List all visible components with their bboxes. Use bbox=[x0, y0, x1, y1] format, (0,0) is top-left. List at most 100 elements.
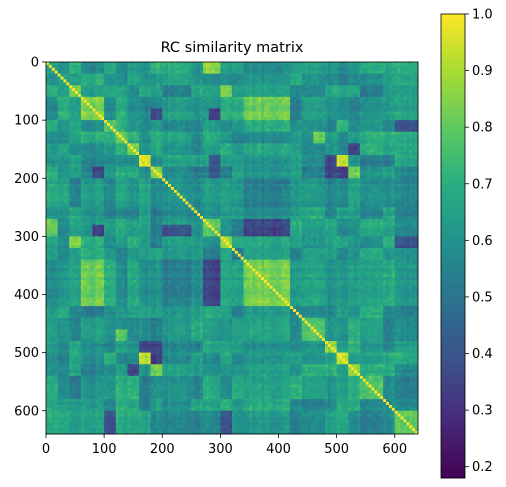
heatmap-cell bbox=[185, 166, 189, 170]
heatmap-cell bbox=[237, 64, 242, 69]
heatmap-cell bbox=[83, 146, 88, 150]
heatmap-cell bbox=[48, 114, 53, 118]
heatmap-cell bbox=[66, 76, 70, 80]
heatmap-cell bbox=[266, 114, 271, 118]
heatmap-cell bbox=[339, 79, 343, 83]
heatmap-cell bbox=[205, 160, 210, 165]
heatmap-cell bbox=[92, 111, 96, 115]
heatmap-cell bbox=[185, 82, 189, 86]
heatmap-cell bbox=[397, 137, 401, 141]
heatmap-cell bbox=[109, 143, 114, 147]
heatmap-cell bbox=[214, 128, 218, 133]
heatmap-cell bbox=[77, 73, 82, 77]
heatmap-cell bbox=[217, 166, 221, 170]
heatmap-cell bbox=[202, 160, 207, 165]
heatmap-cell bbox=[229, 152, 233, 156]
heatmap-cell bbox=[261, 73, 265, 77]
heatmap-cell bbox=[272, 82, 276, 86]
heatmap-cell bbox=[278, 140, 282, 144]
heatmap-cell bbox=[266, 125, 271, 130]
heatmap-cell bbox=[301, 134, 306, 138]
heatmap-cell bbox=[412, 79, 416, 83]
heatmap-cell bbox=[107, 99, 111, 104]
heatmap-cell bbox=[92, 146, 96, 150]
heatmap-cell bbox=[269, 117, 274, 121]
heatmap-cell bbox=[234, 108, 239, 112]
heatmap-cell bbox=[295, 76, 300, 80]
heatmap-cell bbox=[182, 166, 186, 170]
heatmap-cell bbox=[310, 140, 314, 144]
heatmap-cell bbox=[252, 76, 256, 80]
heatmap-cell bbox=[359, 88, 364, 92]
heatmap-cell bbox=[374, 128, 378, 133]
heatmap-cell bbox=[252, 146, 256, 150]
heatmap-cell bbox=[80, 146, 85, 150]
heatmap-cell bbox=[182, 160, 186, 165]
heatmap-cell bbox=[188, 79, 192, 83]
heatmap-cell bbox=[307, 160, 311, 165]
heatmap-cell bbox=[301, 146, 306, 150]
heatmap-cell bbox=[383, 85, 387, 89]
heatmap-cell bbox=[290, 166, 294, 170]
heatmap-cell bbox=[182, 120, 186, 124]
heatmap-cell bbox=[290, 149, 294, 153]
heatmap-cell bbox=[60, 172, 64, 176]
heatmap-cell bbox=[162, 123, 166, 127]
heatmap-cell bbox=[211, 169, 215, 173]
heatmap-cell bbox=[345, 105, 349, 109]
heatmap-cell bbox=[365, 134, 369, 138]
heatmap-cell bbox=[266, 172, 271, 176]
heatmap-cell bbox=[226, 155, 230, 159]
heatmap-cell bbox=[170, 123, 175, 127]
heatmap-cell bbox=[409, 169, 413, 173]
heatmap-cell bbox=[394, 123, 399, 127]
heatmap-cell bbox=[339, 108, 343, 112]
heatmap-cell bbox=[205, 155, 210, 159]
heatmap-cell bbox=[77, 79, 82, 83]
heatmap-cell bbox=[57, 125, 61, 130]
heatmap-cell bbox=[403, 120, 407, 124]
heatmap-cell bbox=[281, 125, 285, 130]
heatmap-cell bbox=[359, 152, 364, 156]
heatmap-cell bbox=[197, 120, 201, 124]
heatmap-cell bbox=[72, 169, 76, 173]
heatmap-cell bbox=[261, 128, 265, 133]
heatmap-cell bbox=[197, 157, 201, 162]
heatmap-cell bbox=[214, 123, 218, 127]
heatmap-cell bbox=[342, 152, 346, 156]
heatmap-cell bbox=[46, 62, 50, 66]
heatmap-cell bbox=[139, 131, 143, 136]
heatmap-cell bbox=[246, 93, 250, 98]
heatmap-cell bbox=[388, 160, 393, 165]
heatmap-cell bbox=[232, 70, 236, 74]
heatmap-cell bbox=[229, 166, 233, 170]
heatmap-cell bbox=[275, 105, 279, 109]
heatmap-cell bbox=[223, 155, 227, 159]
heatmap-cell bbox=[409, 67, 413, 72]
heatmap-cell bbox=[188, 93, 192, 98]
heatmap-cell bbox=[403, 149, 407, 153]
heatmap-cell bbox=[226, 79, 230, 83]
heatmap-cell bbox=[170, 85, 175, 89]
heatmap-cell bbox=[249, 82, 253, 86]
heatmap-cell bbox=[72, 82, 76, 86]
heatmap-cell bbox=[223, 149, 227, 153]
heatmap-cell bbox=[388, 91, 393, 95]
heatmap-cell bbox=[287, 102, 291, 106]
heatmap-cell bbox=[107, 76, 111, 80]
heatmap-cell bbox=[237, 166, 242, 170]
heatmap-cell bbox=[54, 111, 58, 115]
heatmap-cell bbox=[240, 160, 244, 165]
heatmap-cell bbox=[415, 108, 419, 112]
heatmap-cell bbox=[359, 67, 364, 72]
heatmap-cell bbox=[252, 160, 256, 165]
heatmap-cell bbox=[409, 108, 413, 112]
heatmap-cell bbox=[359, 102, 364, 106]
heatmap-cell bbox=[86, 91, 90, 95]
heatmap-cell bbox=[92, 79, 96, 83]
heatmap-cell bbox=[118, 91, 122, 95]
heatmap-cell bbox=[232, 152, 236, 156]
heatmap-cell bbox=[269, 99, 274, 104]
heatmap-cell bbox=[136, 140, 140, 144]
heatmap-cell bbox=[217, 125, 221, 130]
